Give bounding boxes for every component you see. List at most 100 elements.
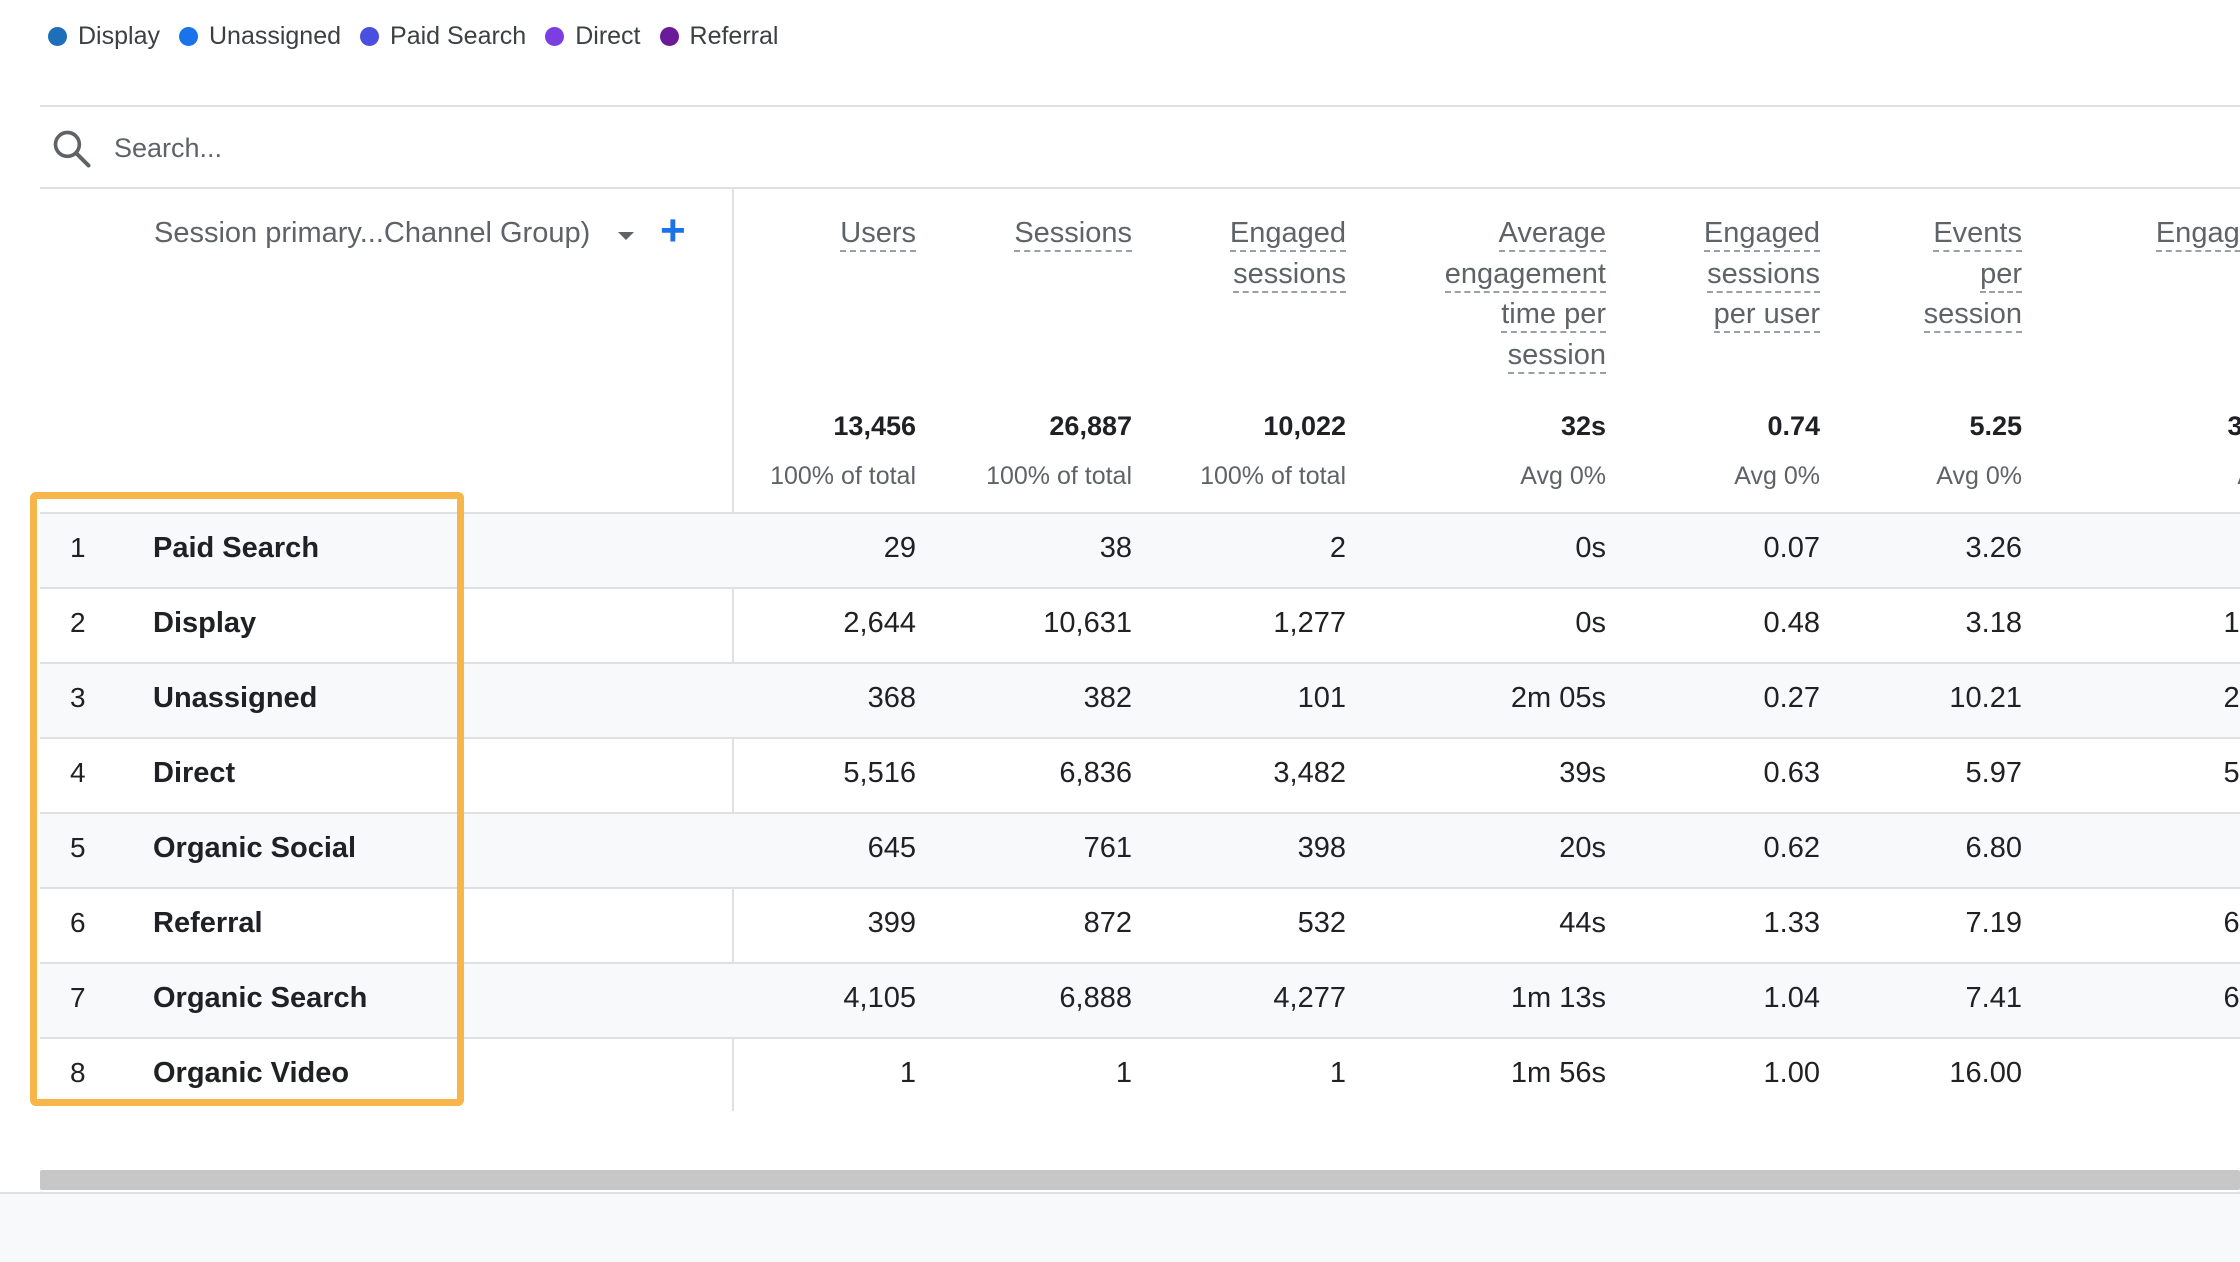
channel-name: Referral [153, 907, 263, 940]
total-engaged-sessions: 10,022 [1263, 411, 1346, 442]
cell-engaged-sessions-per-user: 0.27 [1764, 682, 1820, 715]
cell-engagement-rate: 62.0 [2224, 982, 2240, 1015]
total-events-per-session: 5.25 [1969, 411, 2022, 442]
row-number: 6 [70, 907, 86, 939]
total-subtext: 100% of total [770, 462, 916, 491]
total-sessions: 26,887 [1049, 411, 1132, 442]
legend-dot [48, 27, 67, 46]
legend-dot [545, 27, 564, 46]
column-header-text: engagement [1445, 258, 1606, 293]
total-subtext: 100% of total [1200, 462, 1346, 491]
cell-sessions: 10,631 [1043, 607, 1132, 640]
cell-engaged-sessions: 3,482 [1273, 757, 1346, 790]
channel-name: Organic Search [153, 982, 367, 1015]
legend-item-direct[interactable]: Direct [545, 22, 640, 51]
cell-avg-engagement-time: 39s [1559, 757, 1606, 790]
column-header-text: Sessions [1014, 217, 1132, 252]
add-dimension-button[interactable]: + [660, 209, 686, 253]
legend-label: Direct [575, 22, 640, 51]
cell-sessions: 872 [1084, 907, 1132, 940]
cell-avg-engagement-time: 2m 05s [1511, 682, 1606, 715]
legend-item-referral[interactable]: Referral [660, 22, 779, 51]
column-header-text: time per [1501, 298, 1606, 333]
total-users: 13,456 [833, 411, 916, 442]
legend-label: Referral [690, 22, 779, 51]
cell-engaged-sessions-per-user: 0.63 [1764, 757, 1820, 790]
cell-engaged-sessions: 398 [1298, 832, 1346, 865]
channel-name: Direct [153, 757, 235, 790]
total-engaged-sessions-per-user: 0.74 [1767, 411, 1820, 442]
row-number: 7 [70, 982, 86, 1014]
dimension-selector[interactable]: Session primary...Channel Group) [154, 217, 634, 250]
cell-avg-engagement-time: 1m 13s [1511, 982, 1606, 1015]
cell-engaged-sessions-per-user: 1.04 [1764, 982, 1820, 1015]
caret-down-icon[interactable] [618, 232, 634, 240]
legend-item-paid-search[interactable]: Paid Search [360, 22, 526, 51]
cell-users: 645 [868, 832, 916, 865]
row-number: 8 [70, 1057, 86, 1089]
cell-events-per-session: 5.97 [1966, 757, 2022, 790]
channel-name: Organic Video [153, 1057, 349, 1090]
channel-name: Organic Social [153, 832, 356, 865]
search-icon[interactable] [50, 127, 94, 171]
column-header-text: Average [1499, 217, 1607, 252]
cell-sessions: 1 [1116, 1057, 1132, 1090]
column-header-text: Engaged [1230, 217, 1346, 252]
cell-engaged-sessions-per-user: 0.62 [1764, 832, 1820, 865]
channel-name: Unassigned [153, 682, 317, 715]
cell-engagement-rate: 12.0 [2224, 607, 2240, 640]
cell-engaged-sessions-per-user: 1.33 [1764, 907, 1820, 940]
legend-label: Display [78, 22, 160, 51]
cell-events-per-session: 3.26 [1966, 532, 2022, 565]
column-header-text: sessions [1233, 258, 1346, 293]
cell-engagement-rate: 61.0 [2224, 907, 2240, 940]
cell-avg-engagement-time: 44s [1559, 907, 1606, 940]
column-header-text: session [1508, 339, 1606, 374]
search-input[interactable] [112, 123, 716, 173]
chart-legend: Display Unassigned Paid Search Direct Re… [48, 18, 797, 54]
row-number: 3 [70, 682, 86, 714]
total-subtext: Avg 0% [1734, 462, 1820, 491]
column-header-text: Events [1933, 217, 2022, 252]
table-search-bar [40, 105, 2240, 189]
column-header-text: Users [840, 217, 916, 252]
column-header-sessions[interactable]: Sessions [1014, 213, 1132, 254]
column-header-engaged-sessions[interactable]: Engaged sessions [1230, 213, 1346, 294]
cell-sessions: 382 [1084, 682, 1132, 715]
cell-engaged-sessions-per-user: 0.48 [1764, 607, 1820, 640]
dimension-label: Session primary...Channel Group) [154, 217, 590, 250]
column-header-users[interactable]: Users [840, 213, 916, 254]
total-subtext: Avg 0% [1936, 462, 2022, 491]
column-header-engagement-rate[interactable]: Engagemr [2156, 213, 2240, 294]
cell-events-per-session: 3.18 [1966, 607, 2022, 640]
column-header-text: per user [1714, 298, 1820, 333]
total-engagement-rate: 37.2 [2227, 411, 2240, 442]
cell-events-per-session: 10.21 [1949, 682, 2022, 715]
cell-sessions: 761 [1084, 832, 1132, 865]
column-header-text: Engaged [1704, 217, 1820, 252]
legend-label: Unassigned [209, 22, 341, 51]
report-table: Session primary...Channel Group) + Users… [40, 187, 2240, 1111]
column-header-text: Engagem [2156, 217, 2240, 252]
cell-avg-engagement-time: 1m 56s [1511, 1057, 1606, 1090]
column-header-avg-engagement-time[interactable]: Average engagement time per session [1445, 213, 1606, 375]
cell-engaged-sessions: 101 [1298, 682, 1346, 715]
cell-events-per-session: 7.41 [1966, 982, 2022, 1015]
legend-item-display[interactable]: Display [48, 22, 160, 51]
page-footer [0, 1192, 2240, 1262]
row-number: 5 [70, 832, 86, 864]
horizontal-scrollbar[interactable] [40, 1170, 2240, 1190]
column-header-engaged-sessions-per-user[interactable]: Engaged sessions per user [1704, 213, 1820, 335]
legend-item-unassigned[interactable]: Unassigned [179, 22, 341, 51]
cell-avg-engagement-time: 0s [1575, 607, 1606, 640]
column-header-text: sessions [1707, 258, 1820, 293]
